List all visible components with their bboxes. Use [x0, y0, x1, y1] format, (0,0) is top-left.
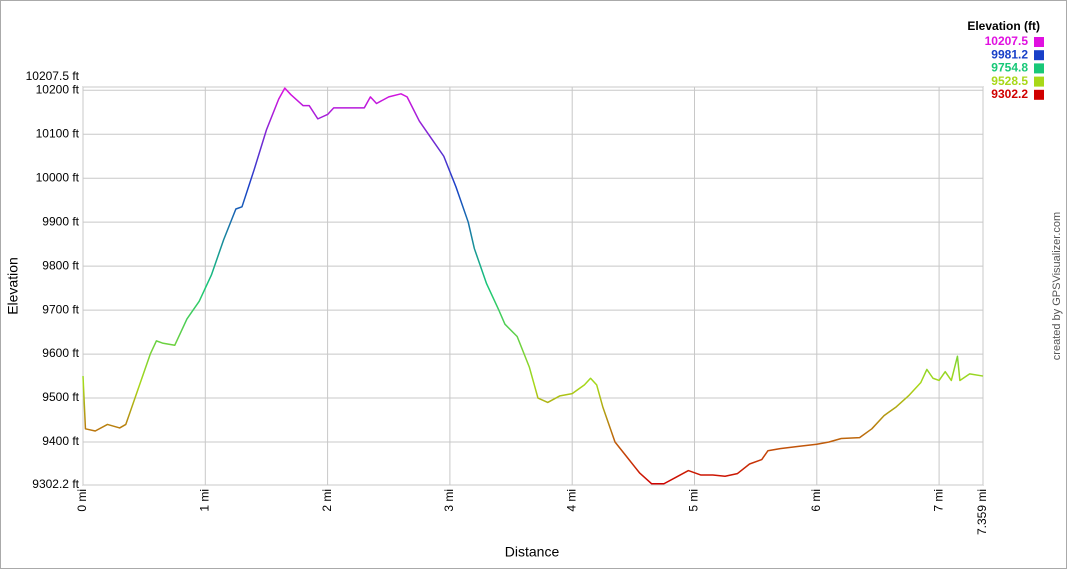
- y-tick-label: 10200 ft: [36, 82, 80, 96]
- legend-label: 9981.2: [991, 47, 1028, 61]
- legend-swatch: [1034, 89, 1044, 100]
- x-tick-label: 6 mi: [809, 489, 823, 512]
- y-tick-label: 9900 ft: [42, 214, 79, 228]
- y-tick-label: 9600 ft: [42, 346, 79, 360]
- x-tick-label: 5 mi: [687, 489, 701, 512]
- x-tick-label: 0 mi: [75, 489, 89, 512]
- y-tick-label: 9400 ft: [42, 434, 79, 448]
- x-tick-label: 7.359 mi: [975, 489, 989, 535]
- elevation-line: [82, 87, 984, 485]
- y-tick-label: 10207.5 ft: [26, 69, 80, 83]
- y-tick-label: 9700 ft: [42, 302, 79, 316]
- legend-label: 9754.8: [991, 61, 1028, 75]
- x-axis-label: Distance: [505, 544, 560, 560]
- legend-swatch: [1034, 50, 1044, 61]
- legend-label: 10207.5: [985, 34, 1029, 48]
- y-axis-label: Elevation: [5, 257, 21, 315]
- y-tick-label: 9800 ft: [42, 258, 79, 272]
- legend-swatch: [1034, 37, 1044, 47]
- legend-label: 9528.5: [991, 74, 1028, 88]
- y-tick-label: 9302.2 ft: [32, 477, 79, 491]
- y-tick-label: 10000 ft: [36, 170, 80, 184]
- y-tick-label: 9500 ft: [42, 390, 79, 404]
- x-tick-label: 4 mi: [564, 489, 578, 512]
- plot-area: [82, 86, 984, 486]
- credit: created by GPSVisualizer.com: [1051, 212, 1063, 360]
- legend-label: 9302.2: [991, 87, 1028, 101]
- y-tick-label: 10100 ft: [36, 126, 80, 140]
- x-tick-label: 1 mi: [197, 489, 211, 512]
- x-tick-label: 2 mi: [320, 489, 334, 512]
- x-tick-label: 7 mi: [931, 489, 945, 512]
- legend-title: Elevation (ft): [967, 19, 1040, 33]
- x-tick-label: 3 mi: [442, 489, 456, 512]
- legend-swatch: [1034, 63, 1044, 74]
- legend-swatch: [1034, 76, 1044, 87]
